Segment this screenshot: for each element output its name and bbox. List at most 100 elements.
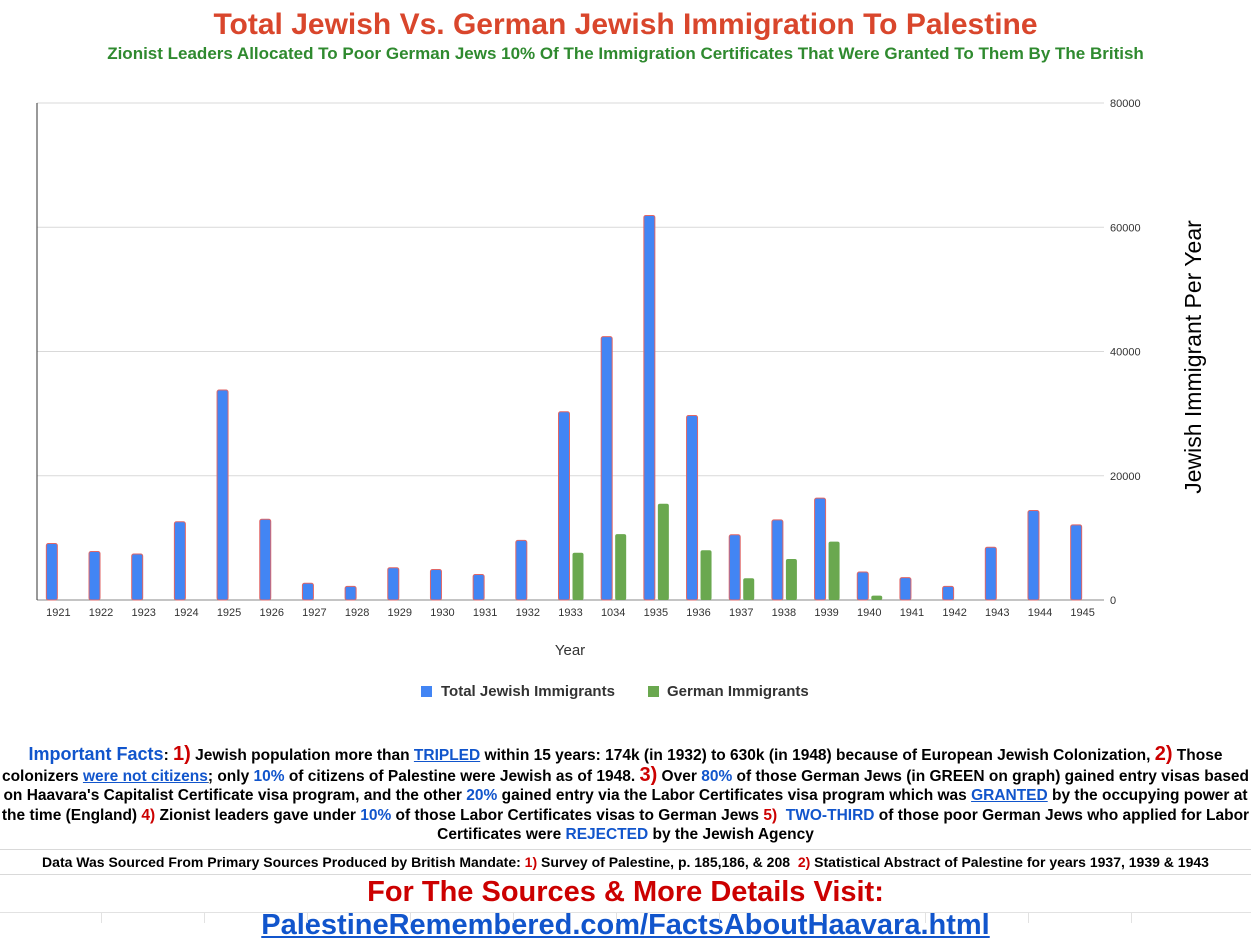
important-facts: Important Facts: 1) Jewish population mo… [0, 743, 1251, 845]
bar-total-jewish-immigrants [643, 214, 656, 601]
sheet-grid-line [1131, 913, 1132, 923]
bar-total-jewish-immigrants [942, 585, 955, 601]
y-tick-label: 80000 [1110, 98, 1141, 110]
bar-total-jewish-immigrants [515, 539, 528, 601]
source-number-2: 2) [797, 854, 811, 870]
sheet-grid-line [925, 913, 926, 923]
sheet-grid-line [307, 913, 308, 923]
sheet-grid-line [616, 913, 617, 923]
x-tick-label: 1940 [857, 607, 881, 619]
bar-total-jewish-immigrants [1070, 524, 1083, 601]
x-tick-label: 1924 [174, 607, 198, 619]
x-tick-label: 1944 [1028, 607, 1052, 619]
bar-total-jewish-immigrants [814, 497, 827, 601]
fact-percent: 10% [360, 806, 392, 824]
bar-german-immigrants [785, 558, 797, 600]
x-tick-label: 1937 [729, 607, 753, 619]
source-number-1: 1) [524, 854, 538, 870]
fact-text: Over [657, 767, 702, 785]
facts-colon: : [163, 747, 174, 764]
x-tick-label: 1936 [686, 607, 710, 619]
bar-total-jewish-immigrants [600, 336, 613, 601]
source-text: Survey of Palestine, p. 185,186, & 208 [537, 854, 798, 870]
x-tick-label: 1921 [46, 607, 70, 619]
bar-total-jewish-immigrants [45, 542, 58, 601]
x-tick-label: 1945 [1070, 607, 1094, 619]
fact-text [777, 807, 786, 824]
footer-lead: For The Sources & More Details Visit: [367, 876, 884, 908]
fact-highlight: REJECTED [565, 826, 649, 843]
fact-text: gained entry via the Labor Certificates … [497, 787, 972, 804]
x-tick-label: 1942 [942, 607, 966, 619]
fact-text: only [213, 767, 254, 785]
x-tick-label: 1932 [516, 607, 540, 619]
fact-highlight: TWO-THIRD [785, 806, 875, 824]
x-tick-label: 1923 [131, 607, 155, 619]
fact-text: by the Jewish Agency [648, 826, 814, 843]
sheet-grid-line [101, 913, 102, 923]
bar-total-jewish-immigrants [686, 414, 699, 601]
fact-text: Those colonizers [1, 747, 1223, 785]
fact-percent: 80% [701, 767, 733, 785]
bar-total-jewish-immigrants [558, 411, 570, 601]
x-tick-label: 1926 [259, 607, 283, 619]
y-tick-label: 0 [1110, 595, 1116, 607]
footer-banner: For The Sources & More Details Visit: Pa… [0, 876, 1251, 942]
bar-total-jewish-immigrants [429, 569, 442, 601]
sources-lead: Data Was Sourced From Primary Sources Pr… [42, 854, 525, 870]
bar-total-jewish-immigrants [856, 571, 869, 601]
source-text: Statistical Abstract of Palestine for ye… [810, 854, 1209, 870]
sheet-grid-line [719, 913, 720, 923]
bar-german-immigrants [871, 595, 883, 600]
bar-total-jewish-immigrants [131, 553, 144, 601]
bar-total-jewish-immigrants [984, 546, 997, 601]
fact-percent: 20% [466, 787, 498, 804]
fact-text: Jewish population more than [190, 747, 414, 764]
x-tick-label: 1931 [473, 607, 497, 619]
bar-total-jewish-immigrants [88, 551, 101, 601]
sheet-grid-line [204, 913, 205, 923]
bar-total-jewish-immigrants [387, 567, 400, 601]
bar-total-jewish-immigrants [472, 574, 485, 601]
fact-text: of those poor German Jews who applied fo… [437, 806, 1250, 844]
fact-percent: 10% [253, 767, 285, 785]
bar-total-jewish-immigrants [173, 521, 186, 601]
bar-german-immigrants [828, 541, 840, 600]
bar-german-immigrants [657, 503, 669, 600]
bar-german-immigrants [700, 550, 712, 600]
fact-number-2: 2) [1154, 743, 1173, 765]
sheet-grid [0, 912, 1251, 923]
fact-text: Zionist leaders gave under [155, 806, 361, 824]
x-tick-label: 1939 [814, 607, 838, 619]
sheet-grid-line [1028, 913, 1029, 923]
chart-subtitle: Zionist Leaders Allocated To Poor German… [107, 44, 1144, 63]
chart-title: Total Jewish Vs. German Jewish Immigrati… [213, 8, 1038, 41]
bar-german-immigrants [743, 578, 755, 600]
y-tick-label: 20000 [1110, 471, 1141, 483]
granted-link[interactable]: GRANTED [971, 787, 1048, 804]
bar-total-jewish-immigrants [216, 389, 229, 601]
x-tick-label: 1938 [772, 607, 796, 619]
fact-text: within 15 years: 174k (in 1932) to 630k … [480, 747, 1155, 764]
y-tick-label: 60000 [1110, 222, 1141, 234]
x-tick-label: 1935 [644, 607, 668, 619]
bar-german-immigrants [615, 534, 627, 600]
x-tick-label: 1929 [388, 607, 412, 619]
sheet-grid-line [822, 913, 823, 923]
x-tick-label: 1925 [217, 607, 241, 619]
not-citizens-link[interactable]: were not citizens [82, 767, 208, 785]
fact-text: by the occupying power at the time (Engl… [1, 787, 1248, 824]
y-axis-title: Jewish Immigrant Per Year [1180, 220, 1206, 494]
legend-swatch-german [648, 686, 659, 697]
legend-swatch-total [421, 686, 432, 697]
fact-text: ; [207, 767, 214, 785]
x-axis-title: Year [555, 642, 585, 659]
facts-heading: Important Facts [28, 744, 164, 764]
bar-total-jewish-immigrants [899, 577, 912, 601]
bar-total-jewish-immigrants [728, 534, 741, 601]
x-tick-label: 1933 [558, 607, 582, 619]
legend-label-total: Total Jewish Immigrants [441, 683, 615, 700]
bar-total-jewish-immigrants [259, 518, 272, 601]
tripled-link[interactable]: TRIPLED [413, 747, 481, 764]
fact-text: of those German Jews (in GREEN on graph)… [3, 767, 1250, 805]
